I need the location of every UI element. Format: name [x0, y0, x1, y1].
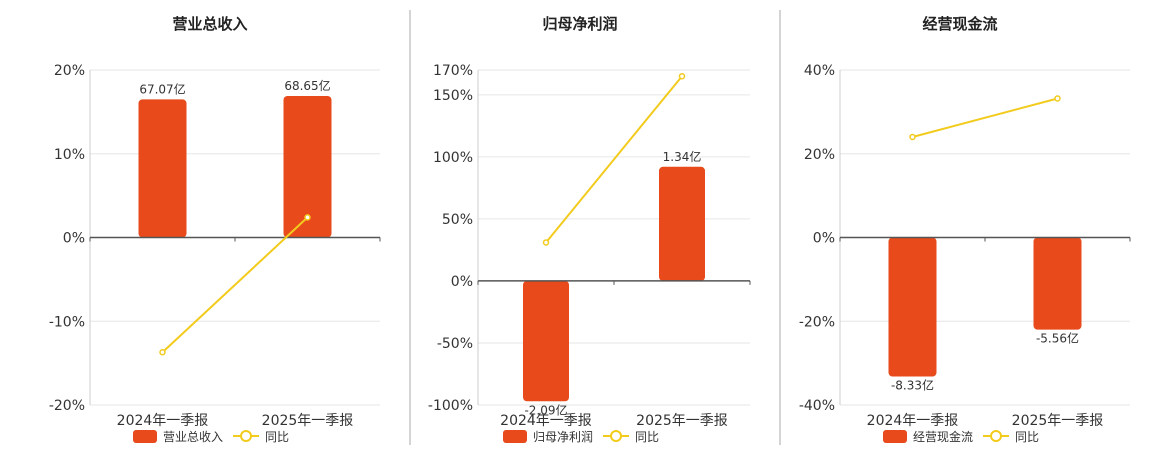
y-tick-label: -20%: [49, 398, 85, 414]
legend-bar-label: 归母净利润: [533, 430, 593, 444]
legend-bar-label: 营业总收入: [163, 430, 223, 444]
yoy-point: [159, 348, 166, 356]
bar: [283, 95, 332, 238]
legend-line-marker: [240, 430, 253, 442]
yoy-point: [678, 72, 686, 80]
x-category-label: 2024年一季报: [500, 413, 592, 429]
legend-line-label: 同比: [1015, 430, 1039, 444]
chart-operating-cash-flow: -40% -20% 0% 20% 40% -8.33亿 -5.56亿 2024年一季报 2025…: [799, 63, 1131, 444]
yoy-line: [545, 75, 683, 244]
yoy-point: [909, 133, 916, 141]
y-tick-label: 100%: [433, 150, 473, 166]
y-tick-label: 20%: [54, 63, 85, 79]
bar-data-label: -8.33亿: [891, 378, 934, 393]
y-tick-label: -50%: [437, 336, 473, 352]
bar-data-label: 1.34亿: [663, 149, 702, 164]
bar-data-label: 68.65亿: [284, 78, 330, 93]
y-tick-label: 150%: [433, 88, 473, 104]
legend-line-marker: [990, 430, 1003, 442]
bar: [888, 237, 937, 377]
y-tick-label: 170%: [433, 63, 473, 79]
x-category-label: 2024年一季报: [117, 413, 209, 429]
legend-line-label: 同比: [265, 430, 289, 444]
yoy-line: [912, 97, 1058, 138]
legend-bar-swatch: [133, 430, 157, 443]
chart-title: 营业总收入: [172, 15, 247, 33]
y-tick-label: -10%: [49, 314, 85, 330]
yoy-point: [1054, 95, 1061, 102]
x-category-label: 2025年一季报: [1012, 413, 1104, 429]
legend-line-marker: [610, 430, 623, 442]
legend-line-label: 同比: [635, 430, 659, 444]
legend-bar-label: 经营现金流: [913, 429, 973, 444]
chart-title: 经营现金流: [922, 15, 997, 33]
bar: [1033, 237, 1082, 330]
bar-data-label: 67.07亿: [139, 81, 185, 96]
y-tick-label: -100%: [428, 398, 473, 414]
chart-net-profit: -100% -50% 0% 50% 100% 150% 170% -2.09亿 1.34亿 202…: [428, 63, 751, 444]
bar-data-label: -5.56亿: [1036, 331, 1079, 346]
y-tick-label: 0%: [63, 231, 85, 247]
bar: [138, 99, 187, 238]
bar-data-label: -2.09亿: [524, 402, 567, 417]
y-tick-label: -40%: [799, 398, 835, 414]
y-tick-label: 50%: [442, 212, 473, 228]
y-tick-label: 0%: [813, 231, 835, 247]
bar: [523, 280, 569, 402]
y-tick-label: 40%: [804, 63, 835, 79]
y-tick-label: 0%: [451, 274, 473, 290]
x-category-label: 2024年一季报: [867, 413, 959, 429]
y-tick-label: 20%: [804, 147, 835, 163]
y-tick-label: -20%: [799, 314, 835, 330]
chart-title: 归母净利润: [542, 15, 617, 33]
yoy-line: [161, 216, 309, 353]
x-category-label: 2025年一季报: [262, 413, 354, 429]
yoy-point: [304, 214, 311, 221]
chart-revenue: -20% -10% 0% 10% 20% 67.07亿 68.65亿 2024年一季报 2025…: [49, 63, 381, 444]
x-category-label: 2025年一季报: [636, 413, 728, 429]
legend-bar-swatch: [503, 430, 527, 443]
yoy-point: [542, 239, 550, 246]
legend-bar-swatch: [883, 430, 907, 443]
y-tick-label: 10%: [54, 147, 85, 163]
bar: [659, 166, 705, 281]
